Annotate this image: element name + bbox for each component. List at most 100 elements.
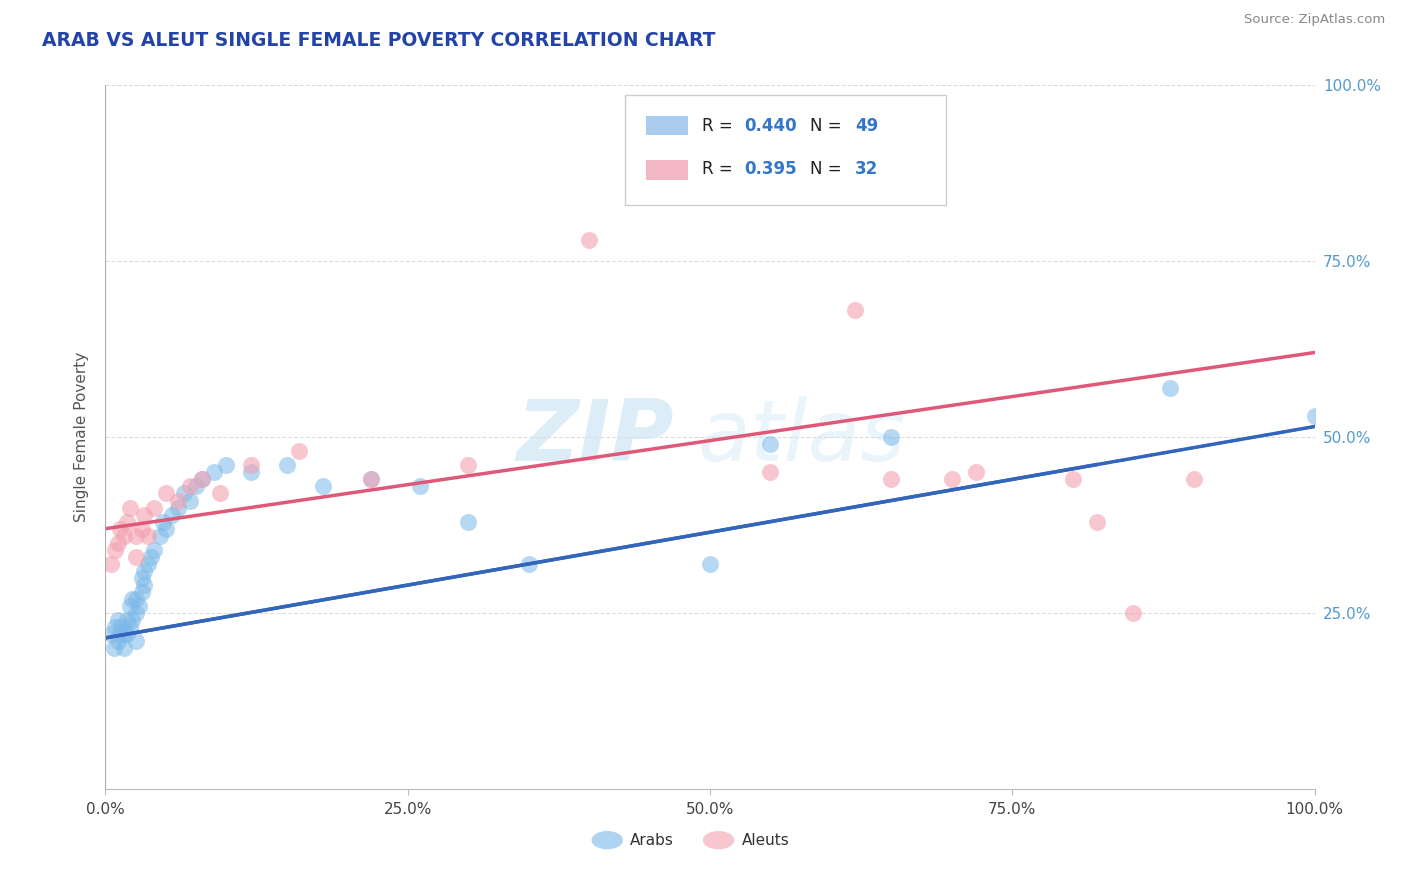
Point [100,627,122,641]
Point [191,472,214,486]
Text: Source: ZipAtlas.com: Source: ZipAtlas.com [1244,13,1385,27]
Point [152,515,174,529]
Point [142,500,165,515]
Point [239,466,262,480]
Point [112,641,135,656]
Point [134,508,156,522]
Text: Aleuts: Aleuts [741,832,789,847]
Point [160,508,183,522]
Circle shape [592,831,623,849]
Point [276,458,298,473]
Point [167,500,190,515]
Point [118,500,141,515]
Point [578,233,600,247]
Point [239,458,262,473]
FancyBboxPatch shape [626,95,946,204]
Point [134,564,156,578]
Point [115,613,138,627]
Point [179,493,201,508]
Point [844,303,866,318]
Point [699,557,721,571]
Text: ARAB VS ALEUT SINGLE FEMALE POVERTY CORRELATION CHART: ARAB VS ALEUT SINGLE FEMALE POVERTY CORR… [42,31,716,50]
Point [124,592,148,607]
Point [104,542,127,557]
Point [141,549,163,564]
FancyBboxPatch shape [645,116,689,136]
Point [409,479,432,493]
Text: 0.440: 0.440 [744,117,797,135]
Point [149,529,172,543]
Point [131,522,153,536]
Point [121,613,143,627]
Point [360,472,382,486]
Circle shape [703,831,734,849]
Point [136,557,159,571]
Point [941,472,963,486]
Point [517,557,540,571]
Point [107,613,129,627]
Point [457,515,479,529]
Point [107,535,129,549]
Point [759,466,782,480]
Text: 49: 49 [855,117,879,135]
Text: Arabs: Arabs [630,832,673,847]
Point [100,557,122,571]
Text: R =: R = [702,117,738,135]
Text: N =: N = [810,117,848,135]
Point [167,493,190,508]
Point [1303,409,1326,423]
Text: R =: R = [702,161,738,178]
Text: atlas: atlas [697,395,905,479]
Point [1062,472,1084,486]
Point [1159,381,1181,395]
Point [118,620,141,634]
Point [457,458,479,473]
Point [179,479,201,493]
Point [155,522,177,536]
Point [110,620,132,634]
Point [118,599,141,614]
Point [288,444,311,458]
Point [121,592,143,607]
Point [104,620,127,634]
Point [112,627,135,641]
Text: ZIP: ZIP [516,395,673,479]
Point [112,529,135,543]
Point [1085,515,1108,529]
Point [209,486,232,500]
Point [124,607,148,621]
Point [173,486,195,500]
Point [124,549,148,564]
Point [108,627,131,641]
Point [1122,607,1144,621]
Point [115,627,138,641]
Point [131,585,153,599]
Point [124,634,148,648]
Point [131,571,153,585]
Point [108,522,131,536]
Point [202,466,225,480]
Point [312,479,335,493]
Point [360,472,382,486]
FancyBboxPatch shape [645,161,689,180]
Point [142,542,165,557]
Point [134,578,156,592]
Point [124,529,148,543]
Text: 32: 32 [855,161,879,178]
Point [880,472,903,486]
Point [215,458,238,473]
Point [759,437,782,451]
Point [115,515,138,529]
Text: 0.395: 0.395 [744,161,797,178]
Point [880,430,903,444]
Point [107,634,129,648]
Point [1182,472,1205,486]
Point [191,472,214,486]
Point [103,641,125,656]
Point [128,599,150,614]
Point [186,479,208,493]
Point [965,466,987,480]
Point [155,486,177,500]
Y-axis label: Single Female Poverty: Single Female Poverty [75,352,90,522]
Text: N =: N = [810,161,848,178]
